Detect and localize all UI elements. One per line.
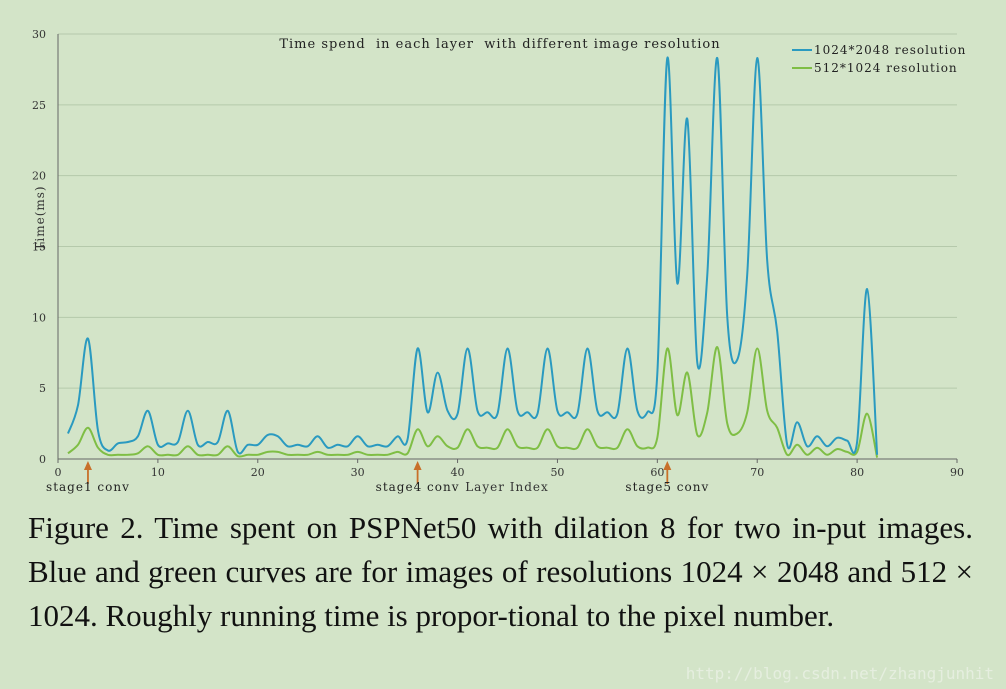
series-line xyxy=(67,346,879,458)
series-line xyxy=(67,56,879,455)
y-axis-label: Time(ms) xyxy=(33,185,47,250)
x-tick-label: 10 xyxy=(151,466,165,479)
x-tick-label: 90 xyxy=(950,466,964,479)
y-tick-label: 5 xyxy=(39,382,46,395)
annotation-label: stage4 conv xyxy=(376,480,460,494)
figure-caption: Figure 2. Time spent on PSPNet50 with di… xyxy=(28,510,973,633)
annotation-arrowhead xyxy=(413,461,422,470)
legend-label: 512*1024 resolution xyxy=(814,61,958,75)
annotation-arrowhead xyxy=(663,461,672,470)
series-lines xyxy=(67,56,879,458)
y-tick-label: 20 xyxy=(32,170,46,183)
legend-label: 1024*2048 resolution xyxy=(814,43,966,57)
legend: 1024*2048 resolution 512*1024 resolution xyxy=(792,43,966,75)
chart-title: Time spend in each layer with different … xyxy=(279,37,720,52)
axes: 0 5 10 15 20 25 30 0 10 20 30 40 50 60 70 80 90 xyxy=(32,28,964,479)
grid-lines xyxy=(58,33,957,389)
line-chart: 0 5 10 15 20 25 30 0 10 20 30 40 50 60 70 80 90 stage1 c… xyxy=(32,28,966,494)
x-axis-label: Layer Index xyxy=(465,480,549,494)
y-tick-label: 15 xyxy=(32,241,46,254)
stage-annotations: stage1 conv stage4 conv stage5 conv xyxy=(46,461,709,494)
x-tick-label: 40 xyxy=(451,466,465,479)
y-tick-label: 30 xyxy=(32,28,46,41)
annotation-arrowhead xyxy=(83,461,92,470)
watermark: http://blog.csdn.net/zhangjunhit xyxy=(685,664,994,683)
y-tick-label: 25 xyxy=(32,99,46,112)
x-tick-label: 0 xyxy=(55,466,62,479)
x-tick-label: 60 xyxy=(650,466,664,479)
x-tick-label: 20 xyxy=(251,466,265,479)
x-tick-label: 80 xyxy=(850,466,864,479)
y-tick-label: 10 xyxy=(32,311,46,324)
x-tick-label: 50 xyxy=(550,466,564,479)
y-tick-label: 0 xyxy=(39,453,46,466)
x-tick-label: 30 xyxy=(351,466,365,479)
annotation-label: stage1 conv xyxy=(46,480,130,494)
x-tick-label: 70 xyxy=(750,466,764,479)
annotation-label: stage5 conv xyxy=(625,480,709,494)
